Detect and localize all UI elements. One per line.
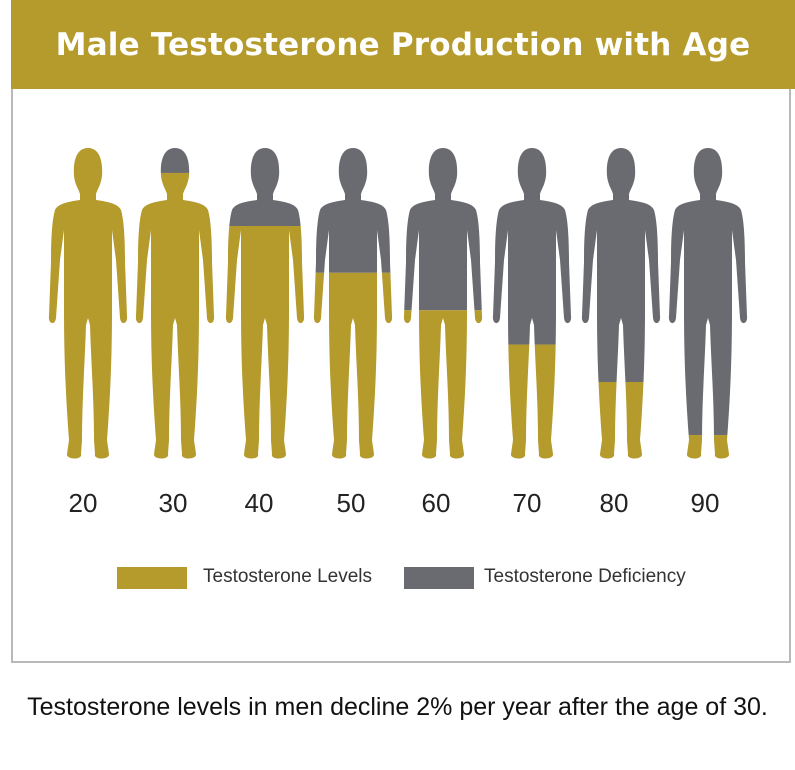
caption: Testosterone levels in men decline 2% pe… xyxy=(27,693,768,721)
bar-deficiency-50 xyxy=(313,148,393,273)
bar-deficiency-80 xyxy=(581,148,661,382)
age-label-50: 50 xyxy=(336,488,366,518)
age-label-70: 70 xyxy=(512,488,542,518)
age-label-60: 60 xyxy=(421,488,451,518)
title-bar: Male Testosterone Production with Age xyxy=(11,0,795,89)
legend-label-levels: Testosterone Levels xyxy=(203,566,372,587)
bar-deficiency-70 xyxy=(492,148,572,345)
figure-60 xyxy=(403,148,483,459)
figure-90 xyxy=(668,148,748,459)
age-label-40: 40 xyxy=(244,488,274,518)
figure-40 xyxy=(225,148,305,459)
bar-levels-40 xyxy=(225,226,305,459)
legend-swatch-deficiency xyxy=(404,567,474,589)
bar-levels-50 xyxy=(313,272,393,459)
age-label-30: 30 xyxy=(158,488,188,518)
chart-frame xyxy=(11,89,791,663)
age-label-90: 90 xyxy=(690,488,720,518)
figure-70 xyxy=(492,148,572,459)
age-label-80: 80 xyxy=(599,488,629,518)
bar-deficiency-30 xyxy=(135,148,215,173)
age-label-20: 20 xyxy=(68,488,98,518)
bar-deficiency-20 xyxy=(43,140,133,148)
bar-levels-70 xyxy=(492,344,572,459)
bar-deficiency-90 xyxy=(668,148,748,436)
figure-50 xyxy=(313,148,393,459)
legend-label-deficiency: Testosterone Deficiency xyxy=(484,566,686,587)
figure-80 xyxy=(581,148,661,459)
figure-row xyxy=(43,140,748,459)
bar-levels-20 xyxy=(48,148,128,459)
bar-levels-90 xyxy=(668,435,748,459)
figure-20 xyxy=(43,140,133,459)
bar-levels-30 xyxy=(135,172,215,459)
figure-30 xyxy=(135,148,215,459)
bar-deficiency-60 xyxy=(403,148,483,311)
legend-swatch-levels xyxy=(117,567,187,589)
bar-deficiency-40 xyxy=(225,148,305,226)
bar-levels-60 xyxy=(403,310,483,459)
bar-levels-80 xyxy=(581,382,661,459)
chart-title: Male Testosterone Production with Age xyxy=(55,26,751,63)
